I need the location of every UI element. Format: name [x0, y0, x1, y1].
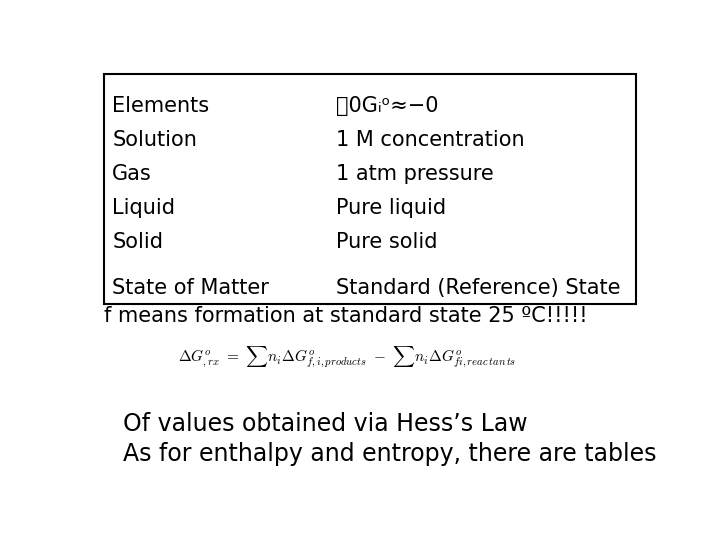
Text: 1 atm pressure: 1 atm pressure — [336, 164, 493, 184]
Text: Pure solid: Pure solid — [336, 232, 437, 252]
Text: Pure liquid: Pure liquid — [336, 198, 446, 218]
FancyBboxPatch shape — [104, 74, 636, 304]
Text: Gas: Gas — [112, 164, 152, 184]
Text: Solid: Solid — [112, 232, 163, 252]
Text: Elements: Elements — [112, 96, 210, 116]
Text: $\Delta G^{o}_{,rx}\ =\ \sum n_i \Delta G^{o}_{f,i,\mathit{products}}\ -\ \sum n: $\Delta G^{o}_{,rx}\ =\ \sum n_i \Delta … — [178, 346, 516, 370]
Text: As for enthalpy and entropy, there are tables: As for enthalpy and entropy, there are t… — [124, 442, 657, 465]
Text: Standard (Reference) State: Standard (Reference) State — [336, 278, 620, 298]
Text: 1 M concentration: 1 M concentration — [336, 130, 524, 150]
Text: State of Matter: State of Matter — [112, 278, 269, 298]
Text: ␰0Gᵢᵒ≈−0: ␰0Gᵢᵒ≈−0 — [336, 96, 438, 116]
Text: Solution: Solution — [112, 130, 197, 150]
Text: Liquid: Liquid — [112, 198, 176, 218]
Text: f means formation at standard state 25 ºC!!!!!: f means formation at standard state 25 º… — [104, 306, 588, 326]
Text: Of values obtained via Hess’s Law: Of values obtained via Hess’s Law — [124, 413, 528, 436]
